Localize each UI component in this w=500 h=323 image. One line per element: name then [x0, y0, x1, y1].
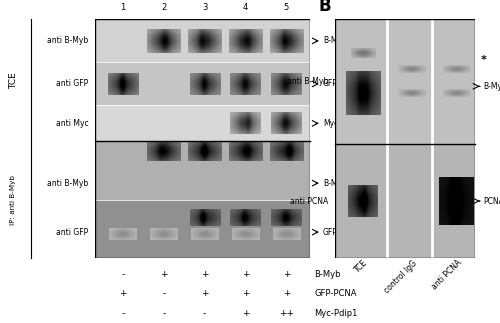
Text: IP: anti B-Myb: IP: anti B-Myb: [10, 175, 16, 225]
Text: B-Myb: B-Myb: [484, 82, 500, 91]
Text: -: -: [122, 309, 124, 318]
Text: B: B: [318, 0, 331, 15]
Text: 4: 4: [243, 3, 248, 12]
Bar: [335, 144, 475, 258]
Text: GFP-PCNA: GFP-PCNA: [323, 79, 362, 89]
Bar: [95, 200, 310, 258]
Text: ++: ++: [279, 309, 294, 318]
Text: +: +: [242, 270, 249, 279]
Text: -: -: [162, 309, 166, 318]
Text: -: -: [203, 309, 206, 318]
Text: anti PCNA: anti PCNA: [430, 258, 463, 292]
Text: B-Myb: B-Myb: [323, 179, 347, 188]
Text: -: -: [122, 270, 124, 279]
Text: +: +: [282, 289, 290, 298]
Text: anti B-Myb: anti B-Myb: [287, 77, 328, 86]
Bar: [335, 19, 475, 144]
Text: +: +: [160, 270, 168, 279]
Text: B-Myb: B-Myb: [323, 36, 347, 46]
Text: anti GFP: anti GFP: [56, 228, 88, 237]
Text: GFP-PCNA: GFP-PCNA: [323, 228, 362, 237]
Text: +: +: [242, 289, 249, 298]
Text: PCNA: PCNA: [484, 196, 500, 205]
Text: -: -: [162, 289, 166, 298]
Text: +: +: [242, 309, 249, 318]
Text: anti B-Myb: anti B-Myb: [48, 179, 88, 188]
Text: +: +: [201, 270, 208, 279]
Text: Myc-Pdip1: Myc-Pdip1: [314, 309, 358, 318]
Text: GFP-PCNA: GFP-PCNA: [314, 289, 357, 298]
Text: *: *: [480, 55, 486, 65]
Text: +: +: [282, 270, 290, 279]
Text: 1: 1: [120, 3, 126, 12]
Text: 2: 2: [161, 3, 166, 12]
Bar: [95, 105, 310, 141]
Text: TCE: TCE: [353, 258, 370, 275]
Text: anti Myc: anti Myc: [56, 119, 88, 128]
Bar: [95, 19, 310, 62]
Text: 5: 5: [284, 3, 289, 12]
Bar: [95, 141, 310, 200]
Text: B-Myb: B-Myb: [314, 270, 341, 279]
Text: control IgG: control IgG: [382, 258, 418, 295]
Text: Myc-Pdip1: Myc-Pdip1: [323, 119, 362, 128]
Text: 3: 3: [202, 3, 207, 12]
Text: +: +: [201, 289, 208, 298]
Bar: [95, 62, 310, 105]
Text: anti GFP: anti GFP: [56, 79, 88, 89]
Text: anti B-Myb: anti B-Myb: [48, 36, 88, 46]
Text: TCE: TCE: [9, 72, 18, 89]
Text: anti PCNA: anti PCNA: [290, 196, 328, 205]
Text: +: +: [119, 289, 126, 298]
